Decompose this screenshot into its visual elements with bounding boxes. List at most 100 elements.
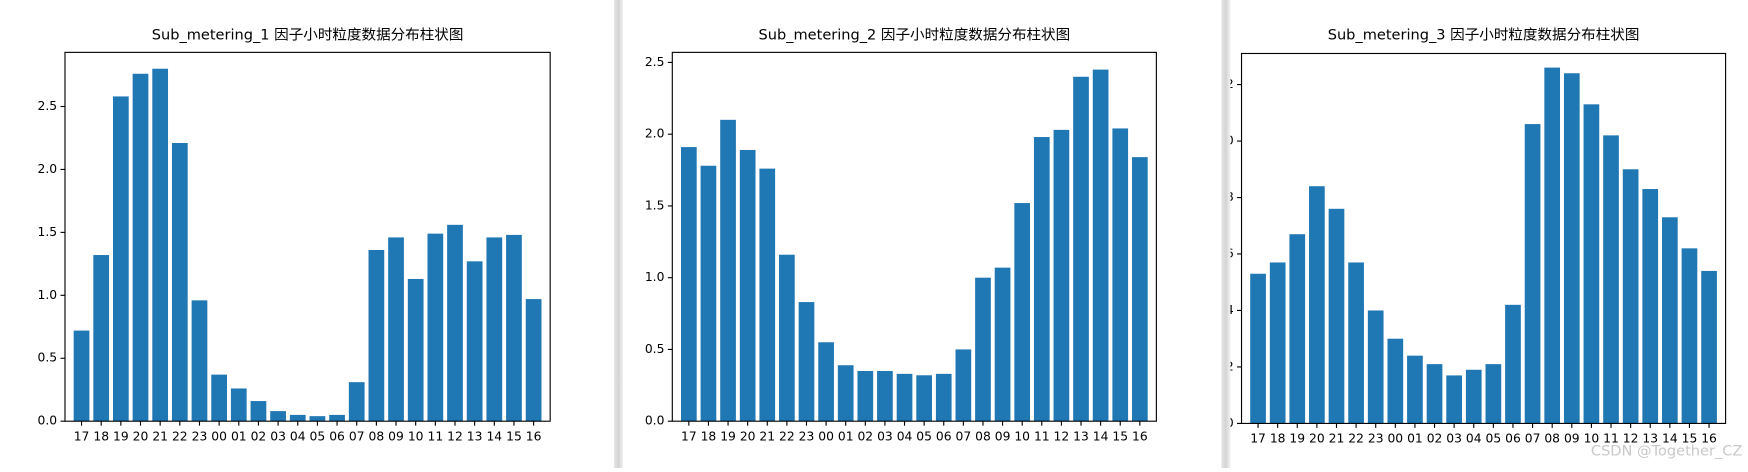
separator [1221, 0, 1231, 468]
bar [1014, 203, 1031, 422]
x-tick-label: 15 [1112, 429, 1128, 443]
bar [427, 233, 444, 422]
x-tick-label: 23 [192, 429, 208, 443]
x-tick-label: 02 [251, 429, 267, 443]
bar [1622, 169, 1639, 424]
bar [837, 365, 854, 422]
bar [1603, 135, 1619, 424]
x-tick-label: 14 [486, 429, 502, 443]
x-tick-label: 13 [1642, 432, 1658, 446]
bar [1407, 355, 1423, 424]
panel: Sub_metering_2 因子小时粒度数据分布柱状图 17 18 19 20 21 22… [645, 27, 1157, 443]
y-tick-label: 2.0 [645, 127, 665, 141]
x-tick-label: 18 [1270, 432, 1286, 446]
y-tick-label: 0 [1226, 416, 1234, 430]
bar [1446, 375, 1462, 424]
bar [329, 414, 345, 422]
x-tick-label: 21 [1329, 432, 1345, 446]
x-tick-label: 07 [349, 429, 365, 443]
bar [1387, 338, 1404, 424]
x-tick-label: 01 [1407, 432, 1423, 446]
x-tick-label: 06 [1505, 432, 1521, 446]
bar [112, 96, 129, 422]
x-tick-label: 07 [1525, 432, 1541, 446]
y-tick-label: 1.5 [645, 198, 665, 212]
x-tick-label: 15 [506, 429, 522, 443]
bar [877, 370, 893, 422]
bar [1583, 104, 1600, 424]
x-tick-label: 06 [329, 429, 345, 443]
x-tick-label: 05 [916, 429, 932, 443]
bar [1328, 208, 1345, 424]
bar [680, 147, 697, 422]
x-tick-label: 22 [1348, 432, 1364, 446]
y-tick-label: 2.5 [38, 99, 58, 113]
bar [348, 382, 365, 422]
x-tick-label: 10 [408, 429, 424, 443]
x-tick-label: 23 [1368, 432, 1384, 446]
x-tick-label: 00 [211, 429, 227, 443]
bar [700, 165, 717, 422]
x-tick-label: 20 [133, 429, 149, 443]
bar [525, 299, 542, 422]
x-tick-label: 08 [369, 429, 385, 443]
y-tick-label: 1.0 [38, 288, 58, 302]
bar [309, 416, 326, 422]
bar [1269, 262, 1286, 424]
x-tick-label: 03 [270, 429, 286, 443]
x-tick-label: 13 [467, 429, 483, 443]
bar [857, 370, 874, 422]
bar [1662, 217, 1678, 424]
bar [1092, 69, 1109, 422]
chart-title: Sub_metering_2 因子小时粒度数据分布柱状图 [758, 27, 1070, 44]
bar [506, 234, 522, 422]
bar [289, 414, 306, 422]
x-tick-label: 23 [799, 429, 815, 443]
bar [1289, 234, 1306, 424]
x-tick-label: 20 [1309, 432, 1325, 446]
bar [1505, 304, 1521, 424]
x-tick-label: 16 [1701, 432, 1717, 446]
bar [994, 267, 1011, 422]
bar [798, 302, 815, 422]
x-tick-label: 05 [1486, 432, 1502, 446]
bar [368, 250, 385, 422]
x-tick-label: 17 [681, 429, 697, 443]
bar [1073, 76, 1089, 422]
x-tick-label: 11 [1034, 429, 1050, 443]
bar [211, 374, 227, 422]
bar [230, 388, 247, 422]
y-tick-label: 2.0 [38, 162, 58, 176]
y-tick-label: 1.5 [38, 225, 58, 239]
bar [1348, 262, 1364, 424]
x-tick-label: 16 [526, 429, 542, 443]
bar [1681, 248, 1698, 424]
bar [152, 68, 169, 422]
x-tick-label: 00 [1387, 432, 1403, 446]
x-tick-label: 02 [857, 429, 873, 443]
bar [818, 342, 834, 422]
y-tick-label: 6 [1226, 247, 1234, 261]
bar [975, 277, 991, 422]
x-tick-label: 08 [1544, 432, 1560, 446]
bar [935, 373, 952, 422]
x-tick-label: 11 [1603, 432, 1619, 446]
panel: Sub_metering_1 因子小时粒度数据分布柱状图 17 18 19 20 21 22… [38, 27, 551, 443]
bar [270, 411, 286, 422]
x-tick-label: 15 [1682, 432, 1698, 446]
x-tick-label: 14 [1093, 429, 1109, 443]
y-tick-label: 0.5 [645, 342, 665, 356]
bar [1053, 129, 1070, 422]
axes-frame [64, 51, 551, 422]
chart-title: Sub_metering_1 因子小时粒度数据分布柱状图 [152, 27, 464, 44]
x-tick-label: 04 [897, 429, 913, 443]
bar [447, 224, 463, 422]
bar [171, 143, 188, 422]
bar [720, 119, 736, 422]
axes-frame [671, 51, 1157, 422]
x-tick-label: 04 [290, 429, 306, 443]
bar [1112, 128, 1129, 422]
bar [1250, 273, 1266, 424]
